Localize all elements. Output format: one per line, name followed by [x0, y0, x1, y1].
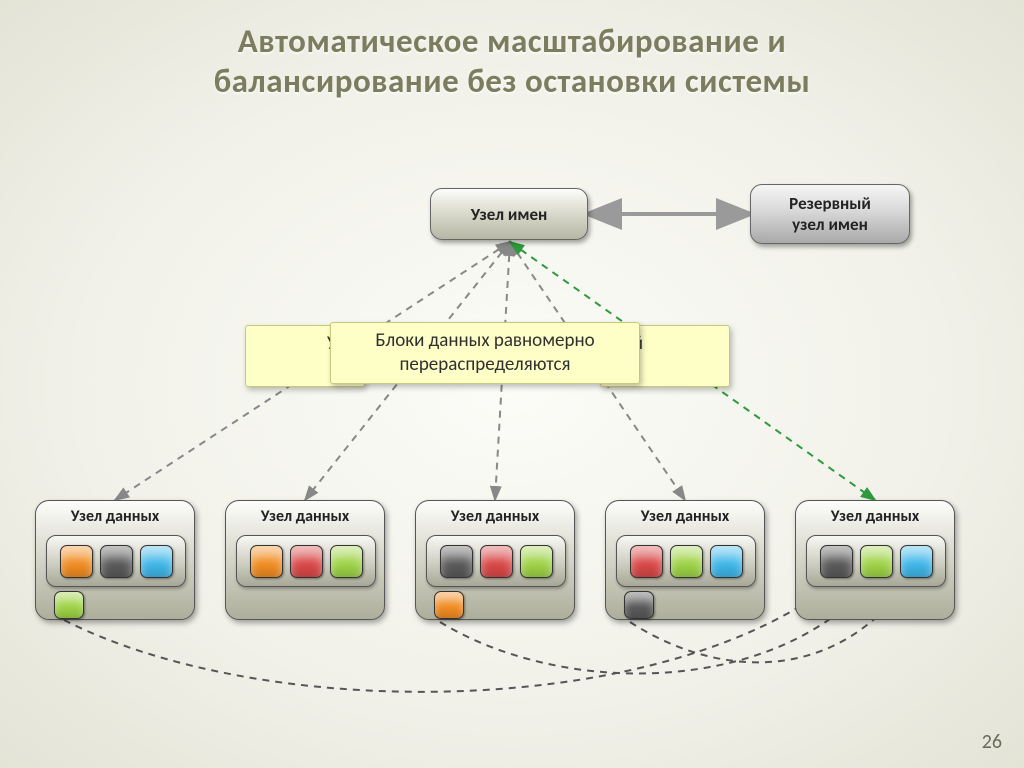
block-row — [806, 535, 946, 587]
data-block — [330, 545, 363, 578]
data-block — [100, 545, 133, 578]
data-block — [440, 545, 473, 578]
data-node-3: Узел данных — [605, 500, 765, 620]
data-block — [900, 545, 933, 578]
extra-data-block — [624, 591, 654, 619]
block-row — [426, 535, 566, 587]
data-block — [860, 545, 893, 578]
data-node-2: Узел данных — [415, 500, 575, 620]
data-node-0: Узел данных — [35, 500, 195, 620]
block-row — [616, 535, 756, 587]
annotation-center: Блоки данных равномерно перераспределяют… — [330, 322, 640, 384]
name-node: Узел имен — [430, 188, 588, 240]
data-node-4: Узел данных — [795, 500, 955, 620]
block-row — [46, 535, 186, 587]
data-block — [820, 545, 853, 578]
data-block — [670, 545, 703, 578]
slide-title: Автоматическое масштабирование и баланси… — [0, 22, 1024, 101]
backup-node-label: Резервныйузел имен — [789, 193, 871, 235]
title-line2: балансирование без остановки системы — [0, 62, 1024, 102]
data-node-label: Узел данных — [796, 501, 954, 526]
data-node-label: Узел данных — [416, 501, 574, 526]
data-node-1: Узел данных — [225, 500, 385, 620]
data-block — [60, 545, 93, 578]
connector-layer — [0, 0, 1024, 768]
title-line1: Автоматическое масштабирование и — [0, 22, 1024, 62]
data-block — [250, 545, 283, 578]
extra-data-block — [54, 591, 84, 619]
extra-data-block — [434, 591, 464, 619]
data-block — [630, 545, 663, 578]
data-node-label: Узел данных — [606, 501, 764, 526]
data-block — [710, 545, 743, 578]
data-node-label: Узел данных — [36, 501, 194, 526]
backup-name-node: Резервныйузел имен — [750, 184, 910, 244]
data-block — [140, 545, 173, 578]
data-block — [520, 545, 553, 578]
data-block — [480, 545, 513, 578]
data-block — [290, 545, 323, 578]
name-node-label: Узел имен — [471, 204, 548, 225]
block-row — [236, 535, 376, 587]
page-number: 26 — [982, 730, 1002, 754]
data-node-label: Узел данных — [226, 501, 384, 526]
